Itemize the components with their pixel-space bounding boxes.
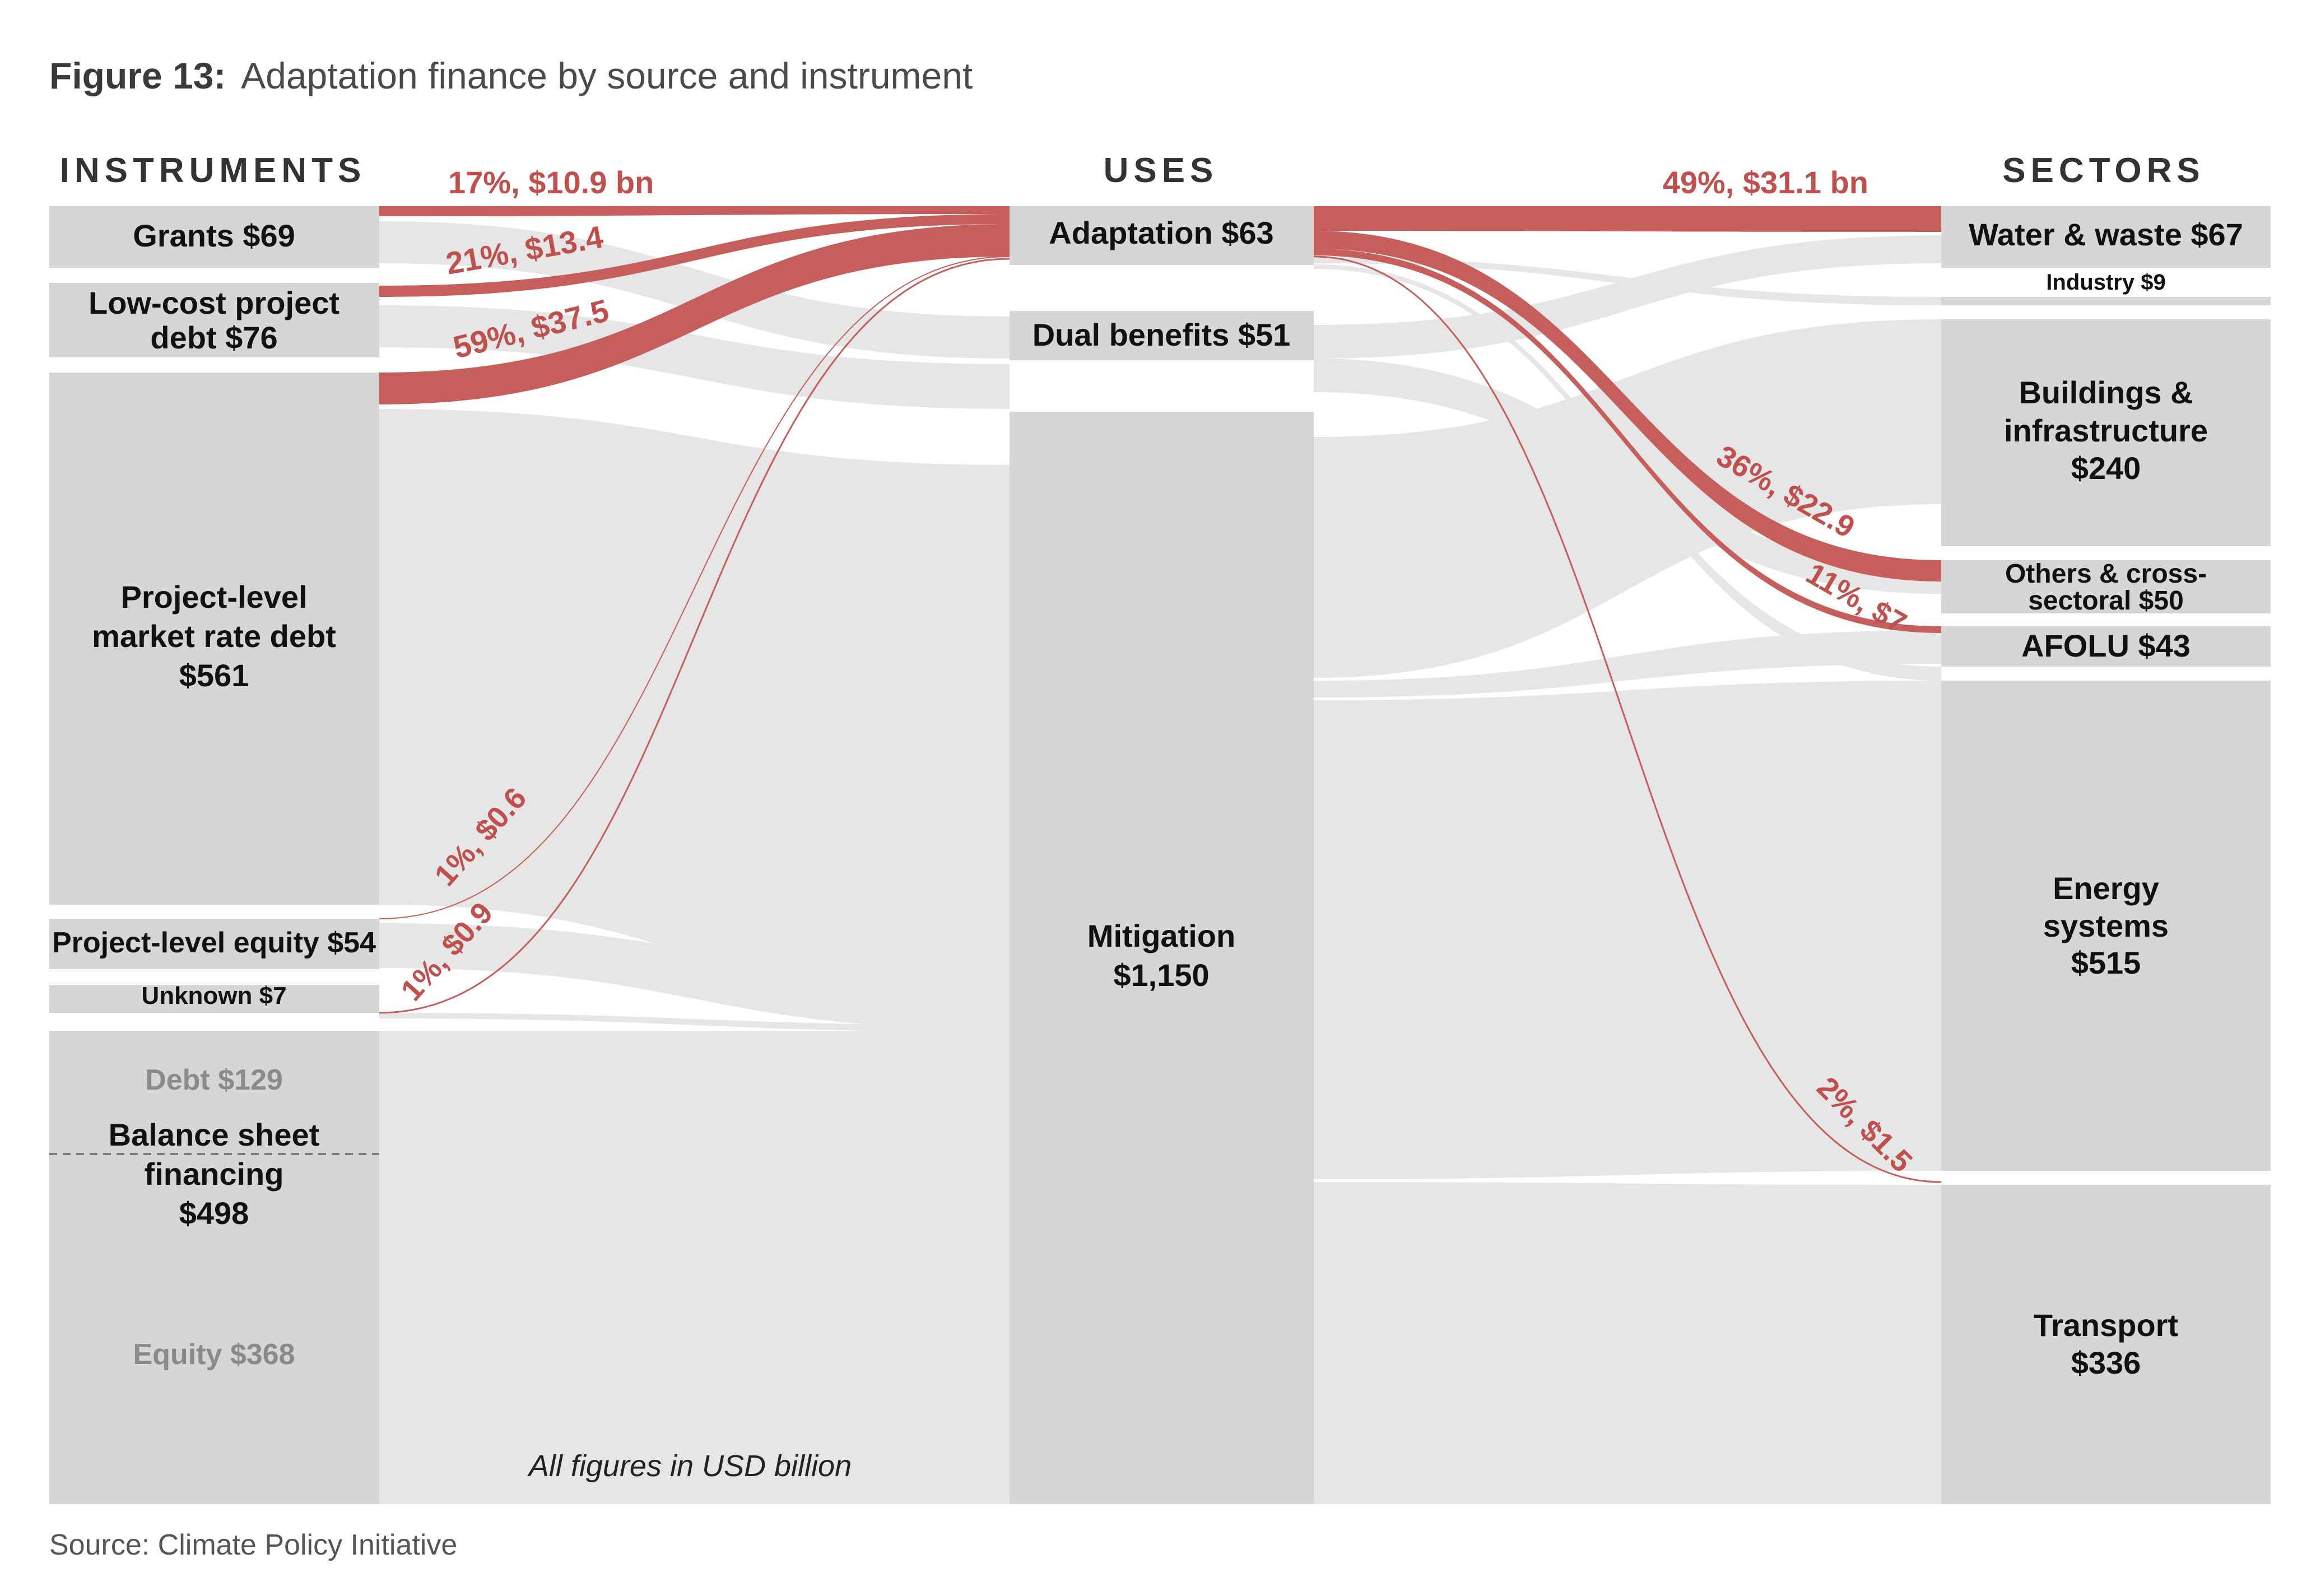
label-project-equity: Project-level equity $54 xyxy=(52,927,376,959)
source-line: Source: Climate Policy Initiative xyxy=(49,1529,457,1561)
label-market-line2: market rate debt xyxy=(92,618,336,654)
flow-adaptation-water xyxy=(1314,206,1941,232)
node-energy xyxy=(1941,681,2271,1171)
label-bs-line3: $498 xyxy=(179,1195,249,1231)
node-afolu xyxy=(1941,626,2271,667)
label-unknown: Unknown $7 xyxy=(141,982,286,1009)
flow-dual-water xyxy=(1314,235,1941,359)
label-grants: Grants $69 xyxy=(133,218,295,253)
flow-market-debt-adaptation xyxy=(379,224,1010,404)
label-buildings-line3: $240 xyxy=(2071,450,2141,486)
node-industry xyxy=(1941,297,2271,305)
flow-adapt-afolu xyxy=(1314,264,1941,681)
flow-mitigation-energy xyxy=(1314,681,1941,1179)
label-others-line2: sectoral $50 xyxy=(2028,586,2184,616)
flow-market-debt-mitigation xyxy=(379,440,1010,1008)
flow-unknown-mitigation xyxy=(379,1013,1010,1032)
label-mitigation-line1: Mitigation xyxy=(1087,918,1235,953)
flow-mitigation-afolu xyxy=(1314,630,1941,697)
label-dual-benefits: Dual benefits $51 xyxy=(1033,317,1291,352)
flow-adapt-industry xyxy=(1314,258,1941,305)
instrument-labels: Grants $69 Low-cost project debt $76 Pro… xyxy=(52,218,376,1371)
label-bs-line1: Balance sheet xyxy=(109,1117,320,1152)
label-transport-line1: Transport xyxy=(2034,1307,2178,1343)
label-buildings-line2: infrastructure xyxy=(2004,413,2208,448)
node-unknown xyxy=(49,985,379,1013)
flow-equity-adaptation xyxy=(379,256,1010,919)
flow-lowcost-dual xyxy=(379,305,1010,409)
label-market-line1: Project-level xyxy=(120,579,307,615)
node-dual-benefits xyxy=(1010,311,1314,360)
label-transport-line2: $336 xyxy=(2071,1345,2141,1380)
label-water: Water & waste $67 xyxy=(1969,217,2243,252)
node-project-equity xyxy=(49,919,379,969)
header-instruments: INSTRUMENTS xyxy=(60,151,366,190)
instrument-nodes xyxy=(49,206,379,1504)
flow-market-dual xyxy=(379,409,1010,513)
node-balance-sheet xyxy=(49,1031,379,1504)
label-industry: Industry $9 xyxy=(2046,270,2165,295)
label-afolu: AFOLU $43 xyxy=(2021,628,2191,663)
figure-title-prefix: Figure 13: xyxy=(49,55,226,96)
label-energy-line3: $515 xyxy=(2071,945,2141,980)
flow-unknown-adaptation xyxy=(379,258,1010,1014)
node-adaptation xyxy=(1010,206,1314,265)
label-bs-equity: Equity $368 xyxy=(133,1338,295,1371)
label-energy-line1: Energy xyxy=(2053,871,2159,906)
flows-instruments-to-uses xyxy=(379,221,1010,1504)
flow-equity-mitigation xyxy=(379,923,1010,1030)
flow-mitigation-buildings xyxy=(1314,319,1941,678)
figure-title: Figure 13: Adaptation finance by source … xyxy=(49,55,973,96)
sector-labels: Water & waste $67 Industry $9 Buildings … xyxy=(1969,217,2243,1380)
flow-grants-adaptation xyxy=(379,206,1010,216)
flow-balance-sheet-mitigation xyxy=(379,1031,1010,1504)
flow-label-adaptation-water: 49%, $31.1 bn xyxy=(1663,165,1868,200)
label-others-line1: Others & cross- xyxy=(2005,559,2207,589)
label-market-line3: $561 xyxy=(179,658,249,693)
flow-lowcost-adaptation xyxy=(379,214,1010,297)
header-uses: USES xyxy=(1104,151,1219,190)
label-buildings-line1: Buildings & xyxy=(2019,375,2193,410)
flows-uses-to-sectors xyxy=(1314,235,1941,1504)
node-mitigation xyxy=(1010,412,1314,1504)
node-buildings xyxy=(1941,319,2271,546)
flow-adaptation-transport xyxy=(1313,255,1942,1183)
label-bs-line2: financing xyxy=(145,1156,284,1192)
use-nodes xyxy=(1010,206,1314,1504)
highlighted-flows xyxy=(379,206,1942,1183)
label-mitigation-line2: $1,150 xyxy=(1113,957,1209,993)
use-labels: Adaptation $63 Dual benefits $51 Mitigat… xyxy=(1033,215,1291,993)
flow-adaptation-afolu xyxy=(1314,249,1941,633)
units-note: All figures in USD billion xyxy=(527,1449,852,1483)
label-lowcost-line1: Low-cost project xyxy=(89,285,340,320)
flow-label-grants-adaptation: 17%, $10.9 bn xyxy=(448,165,654,200)
label-adaptation: Adaptation $63 xyxy=(1049,215,1273,250)
flow-mitigation-transport xyxy=(1314,1182,1941,1504)
node-lowcost-debt xyxy=(49,283,379,357)
node-water xyxy=(1941,206,2271,268)
sector-nodes xyxy=(1941,206,2271,1504)
flow-adaptation-others xyxy=(1314,231,1941,581)
node-transport xyxy=(1941,1185,2271,1504)
node-others xyxy=(1941,560,2271,613)
node-grants xyxy=(49,206,379,268)
flow-grants-dual xyxy=(379,221,1010,359)
node-market-debt xyxy=(49,373,379,905)
figure-title-text: Adaptation finance by source and instrum… xyxy=(241,55,973,96)
header-sectors: SECTORS xyxy=(2002,151,2205,190)
label-lowcost-line2: debt $76 xyxy=(150,320,277,355)
label-energy-line2: systems xyxy=(2043,908,2169,943)
label-bs-debt: Debt $129 xyxy=(145,1064,283,1096)
